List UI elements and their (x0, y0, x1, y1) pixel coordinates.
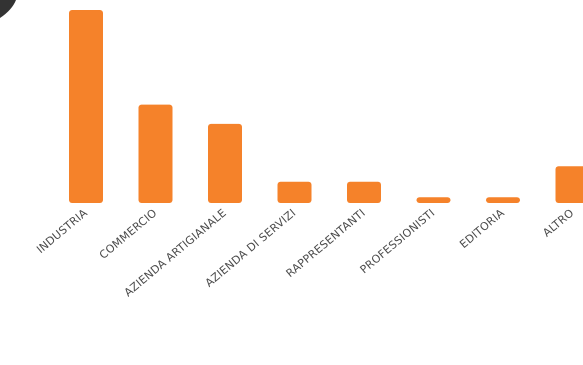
bar-professionisti (416, 197, 451, 203)
category-label-editoria: EDITORIA (457, 206, 507, 251)
bar-azienda-artigianale (208, 123, 242, 203)
bar-azienda-di-servizi (277, 181, 312, 203)
bar-rappresentanti (347, 181, 381, 203)
category-label-altro: ALTRO (540, 206, 576, 239)
bar-industria (69, 10, 103, 203)
corner-mark (0, 0, 16, 18)
category-label-commercio: COMMERCIO (97, 206, 160, 262)
bar-commercio (138, 104, 173, 203)
category-label-professionisti: PROFESSIONISTI (358, 206, 438, 276)
bar-altro (555, 166, 583, 203)
bars-group (69, 10, 583, 203)
bar-editoria (486, 197, 520, 203)
category-label-industria: INDUSTRIA (34, 206, 90, 256)
